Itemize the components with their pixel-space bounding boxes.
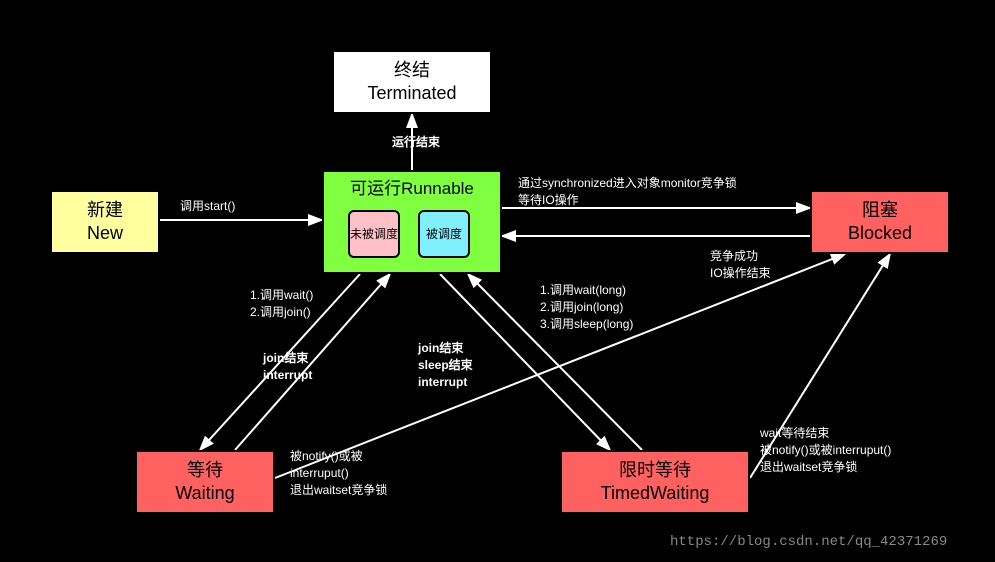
edge-label-l_to_waiting: 1.调用wait()2.调用join() [250,287,313,321]
edge-label-l_timed_to_blocked: wait等待结束被notify()或被interruput()退出waitset… [760,425,891,475]
node-waiting-line2: Waiting [175,482,234,505]
watermark-text: https://blog.csdn.net/qq_42371269 [670,534,947,550]
edge-label-l_to_blocked: 通过synchronized进入对象monitor竞争锁等待IO操作 [518,175,737,209]
sub-scheduled-text: 被调度 [426,227,462,241]
node-terminated-line2: Terminated [367,82,456,105]
node-blocked-line1: 阻塞 [862,199,898,222]
node-terminated: 终结 Terminated [332,50,492,114]
edge-label-l_from_timed_bold: join结束sleep结束interrupt [418,340,473,390]
node-runnable-sub-unscheduled: 未被调度 [348,210,400,258]
node-new: 新建 New [50,190,160,254]
node-waiting: 等待 Waiting [135,450,275,514]
edge-label-l_start: 调用start() [180,198,235,215]
edge-label-l_term: 运行结束 [392,134,440,151]
edge-label-l_wait_to_blocked: 被notify()或被interruput()退出waitset竞争锁 [290,448,387,498]
node-timedwaiting: 限时等待 TimedWaiting [560,450,750,514]
node-timedwaiting-line2: TimedWaiting [601,482,710,505]
edge-label-l_from_waiting_bold: join结束interrupt [263,350,312,384]
edge-label-l_to_timed: 1.调用wait(long)2.调用join(long)3.调用sleep(lo… [540,282,633,332]
node-timedwaiting-line1: 限时等待 [619,459,691,482]
node-runnable-title: 可运行Runnable [324,178,500,200]
edge-label-l_from_blocked: 竞争成功IO操作结束 [710,248,771,282]
node-runnable-sub-scheduled: 被调度 [418,210,470,258]
node-blocked: 阻塞 Blocked [810,190,950,254]
sub-unscheduled-text: 未被调度 [350,227,398,241]
node-waiting-line1: 等待 [187,459,223,482]
node-new-line2: New [87,222,123,245]
node-blocked-line2: Blocked [848,222,912,245]
node-terminated-line1: 终结 [394,59,430,82]
node-new-line1: 新建 [87,199,123,222]
